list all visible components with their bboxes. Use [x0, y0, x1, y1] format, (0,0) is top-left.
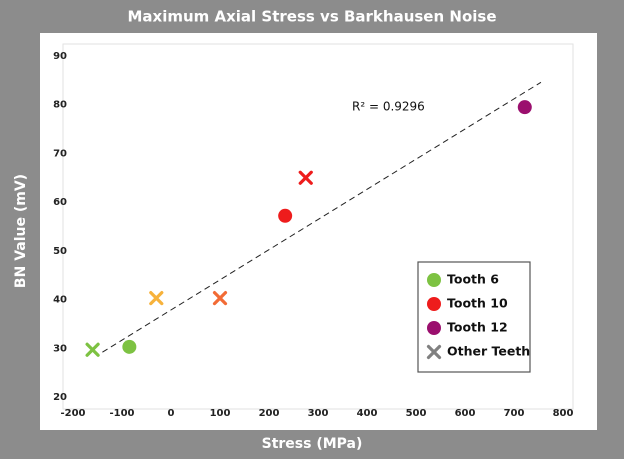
y-tick-label: 80: [53, 100, 67, 111]
axes-frame: [62, 43, 574, 410]
x-tick-label: 400: [357, 408, 378, 419]
data-point: [517, 100, 532, 115]
y-tick-label: 40: [53, 295, 67, 306]
x-tick-label: 700: [504, 408, 525, 419]
legend-label: Tooth 6: [447, 272, 499, 287]
x-tick-label: -200: [60, 408, 85, 419]
y-axis-label: BN Value (mV): [13, 174, 29, 288]
x-tick-label: 100: [210, 408, 231, 419]
data-point-stroke: [212, 291, 228, 306]
data-point: [85, 342, 100, 357]
data-point-stroke: [298, 170, 313, 185]
x-axis-label: Stress (MPa): [262, 436, 363, 452]
x-tick-label: -100: [109, 408, 134, 419]
legend-label: Other Teeth: [447, 344, 530, 359]
legend-marker-stroke: [426, 344, 442, 360]
x-tick-label: 200: [259, 408, 280, 419]
x-tick-label: 0: [168, 408, 175, 419]
x-tick-label: 600: [455, 408, 476, 419]
chart-title: Maximum Axial Stress vs Barkhausen Noise: [127, 8, 496, 26]
legend-marker: [427, 297, 441, 311]
data-point-stroke: [85, 342, 100, 357]
data-point: [298, 170, 313, 185]
trendline: [102, 81, 542, 353]
data-point-stroke: [149, 291, 164, 306]
data-point: [278, 208, 293, 223]
y-tick-label: 30: [53, 343, 67, 354]
x-tick-label: 300: [308, 408, 329, 419]
legend-label: Tooth 10: [447, 296, 508, 311]
data-point: [149, 291, 164, 306]
legend-marker: [427, 273, 441, 287]
y-tick-label: 50: [53, 246, 67, 257]
legend-marker: [427, 321, 441, 335]
y-tick-label: 70: [53, 148, 67, 159]
x-tick-label: 800: [553, 408, 574, 419]
data-point: [122, 339, 137, 354]
x-tick-label: 500: [406, 408, 427, 419]
legend-marker: [426, 344, 442, 360]
data-point: [212, 291, 228, 306]
y-tick-label: 60: [53, 197, 67, 208]
y-tick-label: 20: [53, 392, 67, 403]
annotation: R² = 0.9296: [352, 100, 425, 114]
y-tick-label: 90: [53, 51, 67, 62]
legend-label: Tooth 12: [447, 320, 508, 335]
